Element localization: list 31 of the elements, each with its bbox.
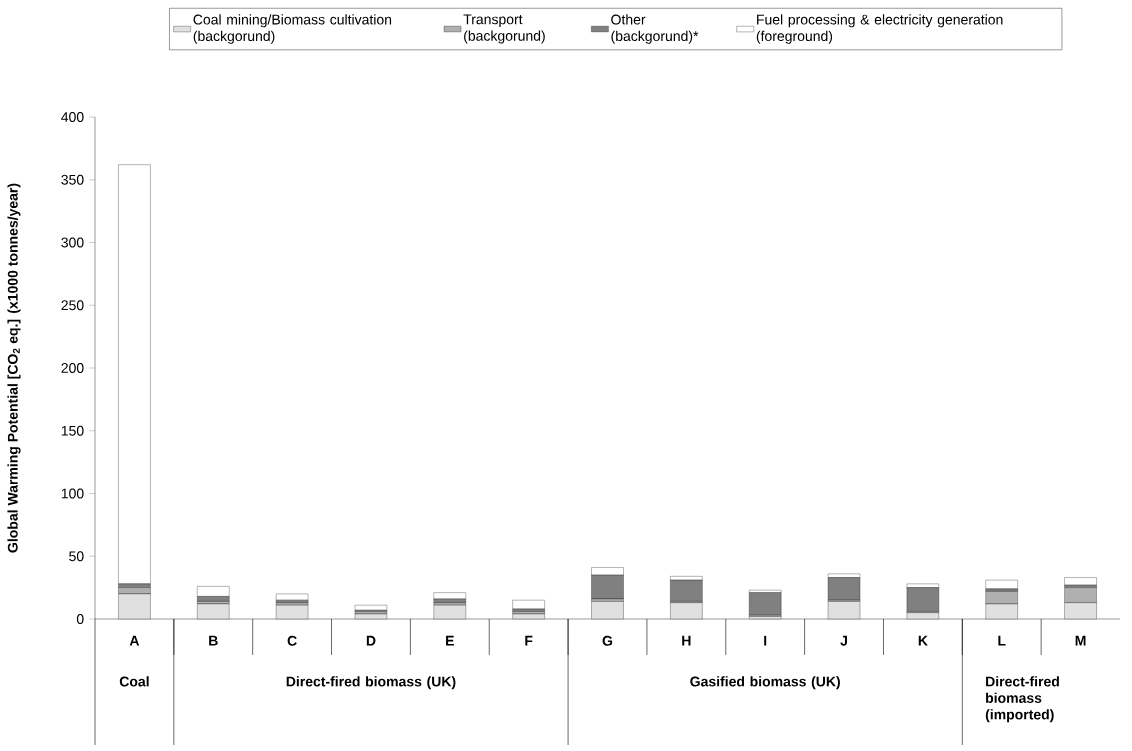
x-tick-label: M <box>1075 635 1086 646</box>
x-tick-label: D <box>366 635 376 646</box>
y-tick-label: 0 <box>76 614 84 624</box>
x-tick-label: F <box>525 635 533 646</box>
x-tick-label: C <box>287 635 297 646</box>
y-tick-label: 400 <box>61 112 84 122</box>
y-tick-label: 100 <box>61 488 84 499</box>
text: Gasified biomass (UK) <box>690 676 840 690</box>
y-tick-label: 200 <box>61 363 84 373</box>
y-tick-label: 250 <box>61 300 84 311</box>
y-tick-label: 50 <box>69 551 84 562</box>
legend-label: Coal mining/Biomass cultivation (backgorund) <box>193 14 392 44</box>
text: Coal <box>119 676 149 687</box>
x-tick-label: J <box>840 635 847 646</box>
y-tick-label: 350 <box>61 174 84 185</box>
y-axis-title: Global Warming Potential [CO$_{2}$ eq.] (x1000 tonnes/year) <box>7 183 21 553</box>
legend-label: Other (backgorund)* <box>611 14 699 44</box>
x-tick-label: L <box>998 635 1006 646</box>
y-tick-label: 150 <box>61 425 84 436</box>
legend-label: Fuel processing & electricity generation (foreground) <box>756 14 1003 44</box>
x-tick-label: E <box>446 635 454 646</box>
x-tick-label: I <box>764 635 767 646</box>
x-tick-label: G <box>602 635 613 646</box>
x-tick-label: A <box>129 635 140 646</box>
x-tick-label: K <box>918 635 928 646</box>
text: Direct-fired biomass (UK) <box>286 676 456 690</box>
legend-label: Transport (backgorund) <box>463 14 545 44</box>
x-tick-label: H <box>682 635 691 646</box>
x-tick-label: B <box>209 635 218 646</box>
text: Direct-fired biomass (imported) <box>985 676 1059 723</box>
y-tick-label: 300 <box>61 237 84 248</box>
